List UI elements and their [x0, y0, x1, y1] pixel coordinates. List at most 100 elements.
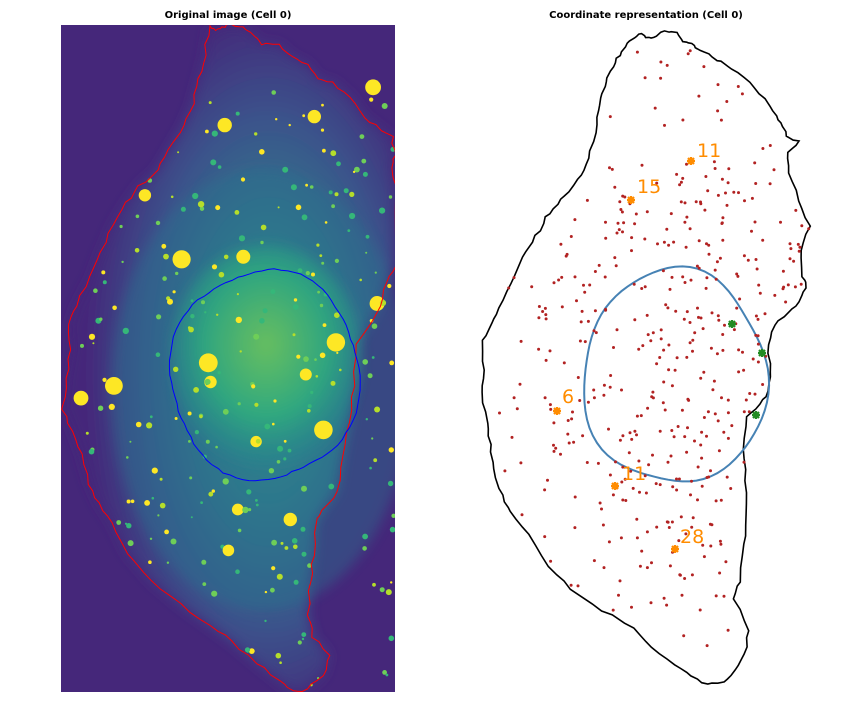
image-spot — [319, 352, 326, 359]
rna-spot — [667, 368, 671, 372]
rna-spot — [634, 212, 638, 216]
rna-spot — [552, 281, 556, 285]
image-spot — [218, 271, 225, 278]
rna-spot — [518, 382, 522, 386]
rna-spot — [711, 388, 715, 392]
image-spot — [288, 123, 291, 127]
image-spot — [336, 161, 341, 167]
rna-spot — [737, 191, 740, 195]
rna-spot — [617, 593, 620, 597]
image-spot — [105, 377, 123, 395]
image-spot — [155, 220, 161, 226]
rna-spot — [705, 476, 709, 479]
image-spot — [374, 406, 381, 413]
rna-spot — [585, 198, 589, 202]
image-spot — [208, 491, 214, 497]
rna-spot — [703, 208, 707, 212]
rna-spot — [601, 523, 605, 527]
image-spot — [129, 440, 132, 443]
image-spot — [302, 114, 306, 118]
rna-spot — [631, 486, 635, 490]
image-spot — [331, 204, 335, 209]
image-spot — [198, 353, 218, 373]
image-spot — [205, 439, 210, 444]
rna-spot — [717, 449, 721, 453]
rna-spot — [635, 50, 639, 54]
image-spot — [319, 254, 323, 257]
rna-spot — [753, 392, 757, 396]
image-spot — [130, 499, 135, 504]
rna-spot — [662, 240, 666, 244]
image-spot — [339, 368, 342, 372]
rna-spot — [754, 258, 758, 261]
image-spot — [379, 207, 386, 214]
rna-spot — [651, 331, 655, 335]
image-spot — [246, 489, 252, 495]
image-spot — [365, 251, 368, 254]
rna-spot — [559, 242, 563, 246]
image-spot — [387, 283, 392, 289]
image-spot — [303, 356, 309, 362]
rna-spot — [743, 199, 746, 203]
image-spot — [271, 566, 276, 571]
image-spot — [359, 134, 365, 139]
rna-spot — [543, 306, 547, 310]
image-spot — [372, 582, 376, 587]
rna-spot — [560, 305, 564, 309]
rna-spot — [569, 235, 573, 238]
rna-spot — [670, 275, 674, 279]
cluster-marker — [671, 545, 679, 553]
rna-spot — [530, 285, 534, 289]
image-spot — [277, 206, 280, 209]
image-spot — [367, 373, 373, 379]
cluster-label: 28 — [680, 526, 704, 548]
focus-marker — [758, 349, 766, 357]
rna-spot — [650, 561, 653, 565]
rna-spot — [643, 76, 647, 80]
image-spot — [388, 195, 393, 199]
rna-spot — [796, 242, 800, 246]
focus-marker — [728, 320, 736, 328]
image-spot — [235, 569, 240, 574]
image-spot — [284, 546, 289, 550]
rna-spot — [666, 520, 670, 524]
cluster-label: 11 — [697, 140, 721, 162]
image-spot — [369, 97, 374, 102]
rna-spot — [690, 525, 694, 529]
rna-spot — [699, 443, 703, 447]
rna-spot — [691, 338, 695, 342]
rna-spot — [618, 200, 622, 204]
rna-spot — [578, 399, 582, 402]
rna-spot — [655, 181, 659, 185]
rna-spot — [554, 446, 558, 450]
rna-spot — [586, 319, 590, 323]
rna-spot — [670, 384, 674, 388]
rna-spot — [799, 282, 803, 286]
coordinate-plot: 11 15 6 11 28 — [470, 25, 822, 692]
image-spot — [270, 289, 276, 295]
rna-spot — [746, 258, 750, 262]
image-spot — [238, 235, 246, 242]
rna-spot — [685, 310, 689, 314]
rna-spot — [675, 172, 679, 176]
rna-spot — [754, 333, 758, 337]
rna-spot — [663, 408, 667, 412]
image-spot — [217, 165, 222, 169]
rna-spot — [710, 523, 714, 527]
image-spot — [126, 456, 129, 459]
rna-spot — [570, 417, 574, 421]
rna-spot — [758, 291, 762, 295]
rna-spot — [638, 564, 642, 568]
foci-markers — [728, 320, 766, 419]
image-spot — [271, 539, 277, 546]
rna-spot — [672, 240, 676, 244]
image-spot — [361, 158, 367, 164]
original-image-canvas — [61, 25, 395, 692]
rna-spot — [716, 193, 720, 197]
rna-spot — [720, 177, 724, 181]
coordinate-plot-canvas: 11 15 6 11 28 — [481, 30, 812, 685]
image-spot — [73, 390, 89, 406]
image-spot — [149, 415, 153, 419]
rna-spot — [756, 334, 760, 338]
rna-spot — [662, 380, 666, 384]
